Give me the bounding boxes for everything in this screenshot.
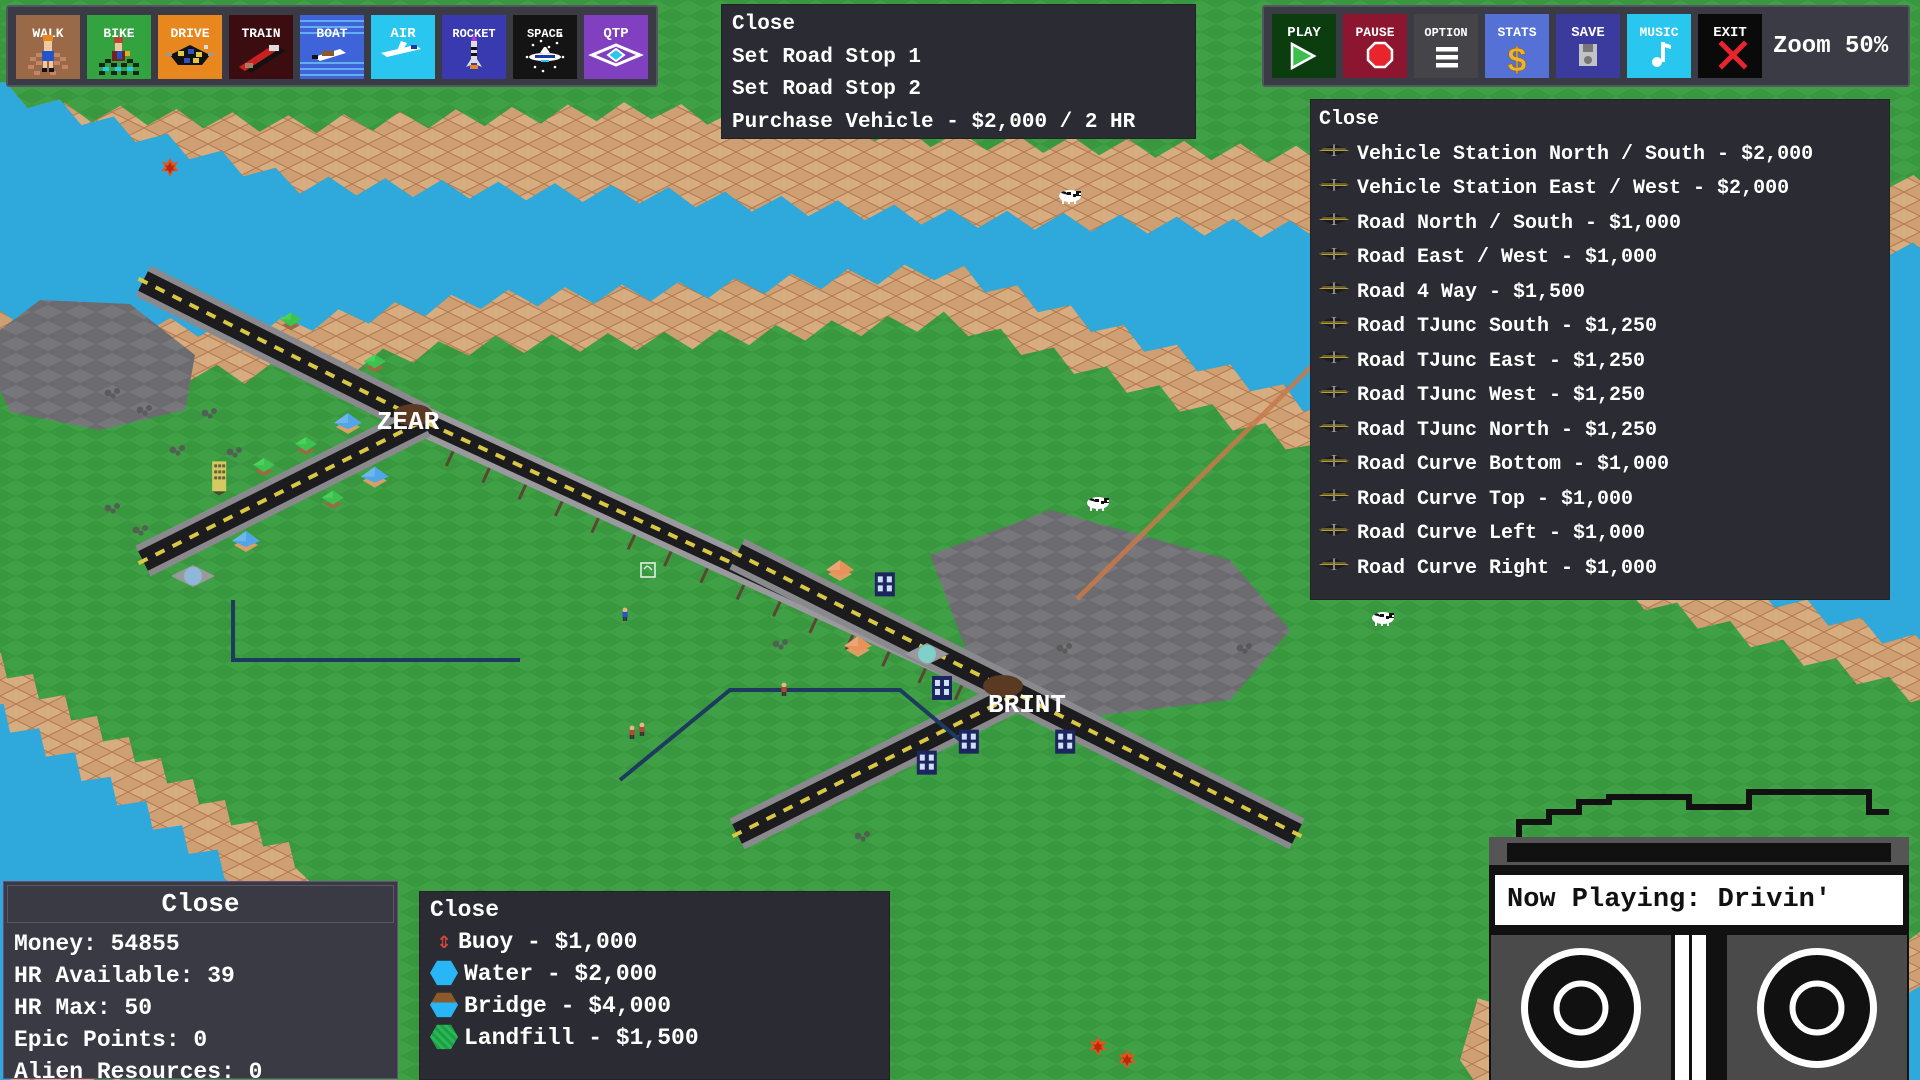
svg-text:DRIVE: DRIVE — [170, 26, 209, 41]
svg-text:MUSIC: MUSIC — [1639, 25, 1678, 40]
svg-text:BOAT: BOAT — [316, 26, 347, 41]
svg-text:TRAIN: TRAIN — [241, 26, 280, 41]
svg-text:SPACE: SPACE — [527, 27, 563, 41]
svg-text:QTP: QTP — [603, 26, 628, 42]
svg-text:ZEAR: ZEAR — [377, 407, 440, 437]
svg-text:$: $ — [1507, 44, 1527, 78]
svg-text:OPTION: OPTION — [1424, 26, 1467, 40]
svg-text:BRINT: BRINT — [988, 690, 1066, 720]
svg-text:EXIT: EXIT — [1713, 25, 1747, 41]
svg-text:STATS: STATS — [1497, 25, 1536, 40]
svg-text:AIR: AIR — [390, 26, 416, 42]
svg-text:PAUSE: PAUSE — [1355, 25, 1394, 40]
svg-text:PLAY: PLAY — [1287, 25, 1321, 41]
svg-text:SAVE: SAVE — [1571, 25, 1605, 41]
